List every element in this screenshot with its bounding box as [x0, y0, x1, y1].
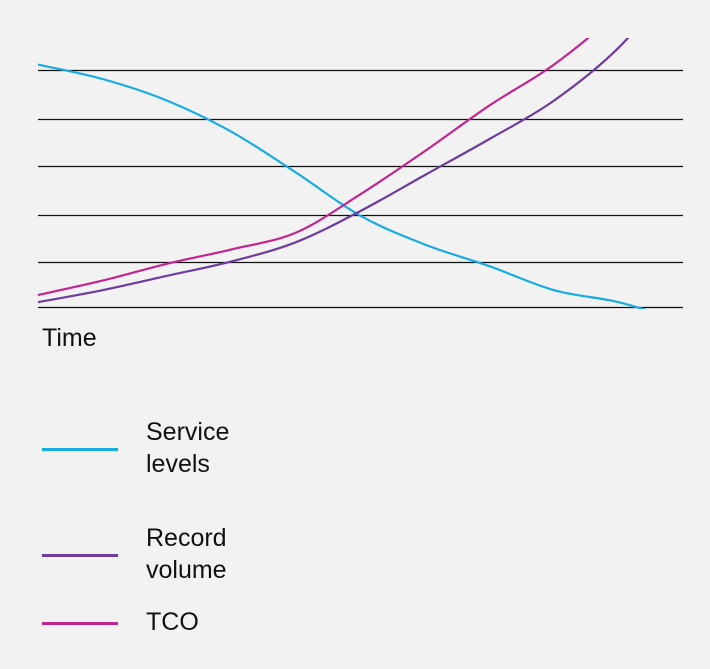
series-lines — [37, 38, 647, 309]
series-line-tco — [37, 38, 590, 297]
legend-label-record-volume: Record volume — [146, 524, 227, 584]
legend-swatch-record-volume — [42, 554, 118, 557]
legend-label-service-levels: Service levels — [146, 418, 230, 478]
legend-swatch-tco — [42, 622, 118, 625]
x-axis-label: Time — [42, 324, 97, 352]
legend-swatch-service-levels — [42, 448, 118, 451]
series-line-service-levels — [37, 63, 647, 309]
series-line-record-volume — [37, 38, 630, 304]
legend-label-tco: TCO — [146, 608, 199, 636]
